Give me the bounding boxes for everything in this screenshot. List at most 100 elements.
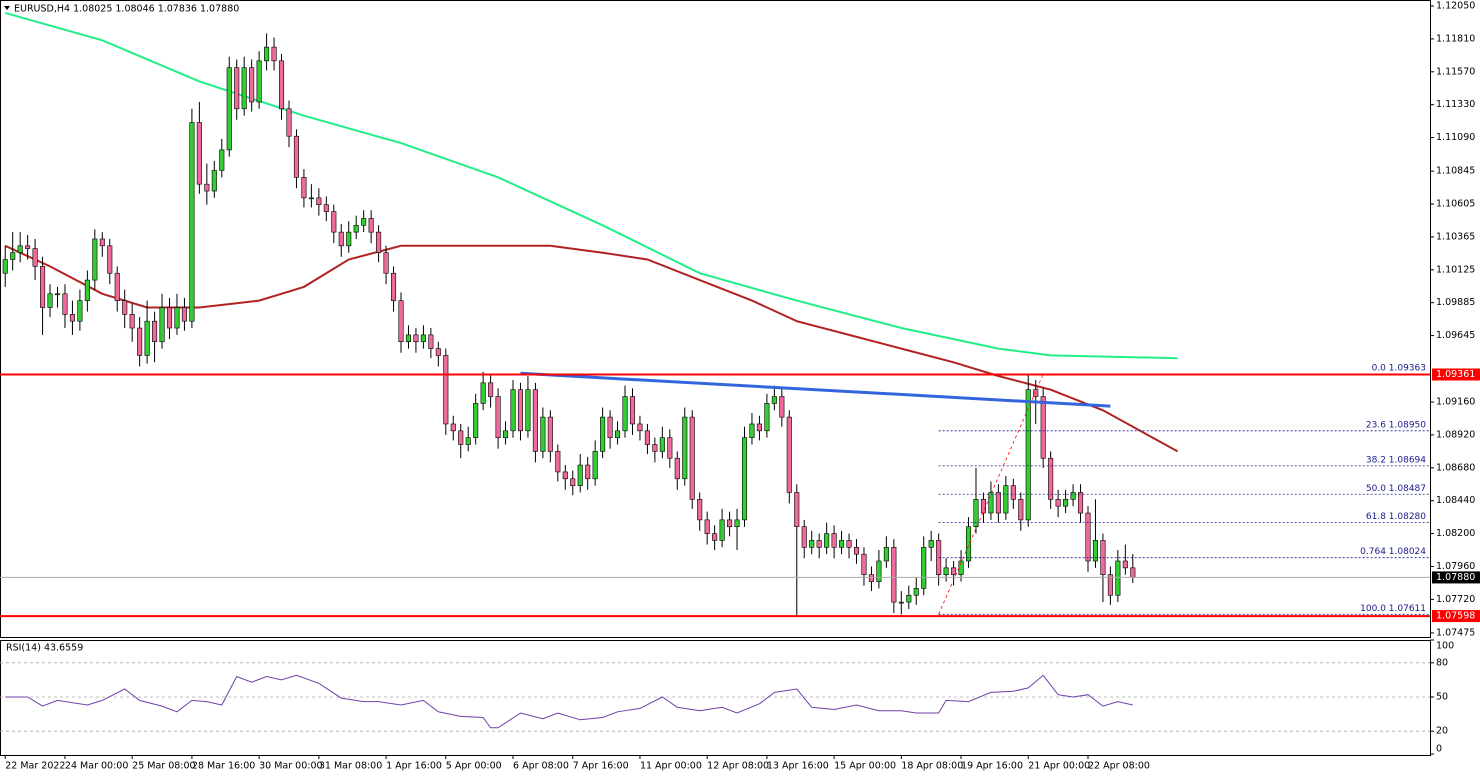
candle-body bbox=[443, 355, 449, 425]
candle-body bbox=[652, 444, 658, 452]
x-tick-label: 13 Apr 16:00 bbox=[767, 761, 829, 772]
y-tick-label: 1.10605 bbox=[1436, 199, 1475, 210]
moving-average bbox=[4, 11, 1178, 360]
candle-body bbox=[226, 67, 232, 151]
candle-body bbox=[555, 451, 561, 473]
candle-body bbox=[390, 272, 397, 301]
candle-body bbox=[906, 594, 912, 603]
candle-body bbox=[831, 533, 837, 548]
x-tick-label: 18 Apr 08:00 bbox=[901, 761, 963, 772]
candle-body bbox=[435, 348, 441, 356]
candle-body bbox=[577, 464, 583, 486]
fib-label: 38.2 1.08694 bbox=[1366, 455, 1426, 465]
y-tick-label: 1.08680 bbox=[1436, 462, 1475, 473]
candle-body bbox=[413, 334, 419, 343]
x-tick-label: 25 Mar 08:00 bbox=[132, 761, 195, 772]
candle-body bbox=[1085, 512, 1091, 562]
candle-body bbox=[727, 519, 733, 528]
candle-body bbox=[25, 245, 31, 249]
candle-body bbox=[249, 67, 255, 103]
candle-body bbox=[824, 533, 830, 548]
chart-title: EURUSD,H4 1.08025 1.08046 1.07836 1.0788… bbox=[14, 4, 239, 15]
candle-body bbox=[368, 218, 374, 233]
candle-body bbox=[54, 293, 61, 296]
candle-body bbox=[816, 540, 822, 548]
candle-body bbox=[1055, 499, 1061, 507]
price-label: 1.07598 bbox=[1436, 611, 1475, 622]
x-tick-label: 31 Mar 08:00 bbox=[319, 761, 382, 772]
candle-body bbox=[868, 574, 874, 582]
candle-body bbox=[921, 546, 927, 589]
candle-body bbox=[637, 423, 643, 432]
candle-body bbox=[861, 553, 867, 575]
candle-body bbox=[883, 546, 889, 562]
candle-body bbox=[316, 197, 322, 206]
y-tick-label: 1.10125 bbox=[1436, 264, 1475, 275]
candle-body bbox=[532, 389, 538, 452]
fib-anchor-line bbox=[938, 374, 1044, 615]
candle-body bbox=[2, 259, 8, 274]
fib-label: 23.6 1.08950 bbox=[1366, 420, 1426, 430]
candle-body bbox=[771, 396, 777, 404]
y-tick-label: 100 bbox=[1436, 641, 1454, 652]
candle-body bbox=[383, 252, 389, 274]
y-tick-label: 1.08200 bbox=[1436, 528, 1475, 539]
y-tick-label: 0 bbox=[1436, 744, 1442, 755]
menu-arrow[interactable] bbox=[4, 6, 10, 10]
y-tick-label: 20 bbox=[1436, 726, 1448, 737]
y-tick-label: 1.07960 bbox=[1436, 561, 1475, 572]
candle-body bbox=[323, 204, 329, 212]
y-tick-label: 1.07720 bbox=[1436, 594, 1475, 605]
candle-body bbox=[428, 334, 434, 349]
candle-body bbox=[853, 546, 860, 555]
candle-body bbox=[107, 245, 113, 274]
candle-body bbox=[697, 499, 703, 521]
x-tick-label: 30 Mar 00:00 bbox=[259, 761, 322, 772]
current-price-box bbox=[1432, 571, 1480, 584]
candle-body bbox=[570, 478, 576, 486]
fib-label: 50.0 1.08487 bbox=[1366, 484, 1426, 494]
candle-body bbox=[398, 300, 404, 343]
y-tick-label: 1.11570 bbox=[1436, 66, 1475, 77]
candle-body bbox=[458, 430, 464, 445]
candle-body bbox=[951, 567, 957, 575]
x-tick-label: 28 Mar 16:00 bbox=[192, 761, 255, 772]
y-tick-label: 1.10845 bbox=[1436, 166, 1475, 177]
candle-body bbox=[204, 183, 210, 192]
candle-body bbox=[607, 416, 613, 438]
candle-body bbox=[495, 396, 501, 438]
candle-body bbox=[301, 177, 307, 199]
candle-body bbox=[1010, 485, 1016, 500]
x-tick-label: 7 Apr 16:00 bbox=[573, 761, 629, 772]
candle-body bbox=[376, 231, 382, 253]
x-tick-label: 12 Apr 08:00 bbox=[707, 761, 769, 772]
candle-body bbox=[689, 416, 695, 500]
candle-body bbox=[667, 437, 673, 459]
price-label: 1.09361 bbox=[1436, 369, 1475, 380]
rsi-title: RSI(14) 43.6559 bbox=[6, 643, 83, 654]
candle-body bbox=[40, 266, 46, 308]
candle-body bbox=[585, 464, 591, 480]
candle-body bbox=[32, 248, 38, 267]
candle-body bbox=[308, 197, 314, 200]
candle-body bbox=[10, 252, 16, 260]
candle-body bbox=[973, 499, 979, 528]
candle-body bbox=[346, 231, 352, 247]
candle-body bbox=[114, 272, 120, 301]
candle-body bbox=[211, 170, 217, 192]
candle-body bbox=[779, 396, 785, 418]
candle-body bbox=[1018, 499, 1024, 521]
y-tick-label: 1.09160 bbox=[1436, 397, 1475, 408]
candle-body bbox=[622, 396, 628, 432]
candle-body bbox=[338, 231, 344, 247]
candle-body bbox=[600, 416, 606, 452]
y-tick-label: 1.11810 bbox=[1436, 33, 1475, 44]
candle-body bbox=[943, 567, 949, 575]
candle-body bbox=[69, 314, 75, 322]
candle-body bbox=[764, 403, 770, 432]
candle-body bbox=[839, 540, 845, 548]
candle-body bbox=[1115, 560, 1121, 596]
y-tick-label: 1.10365 bbox=[1436, 231, 1475, 242]
